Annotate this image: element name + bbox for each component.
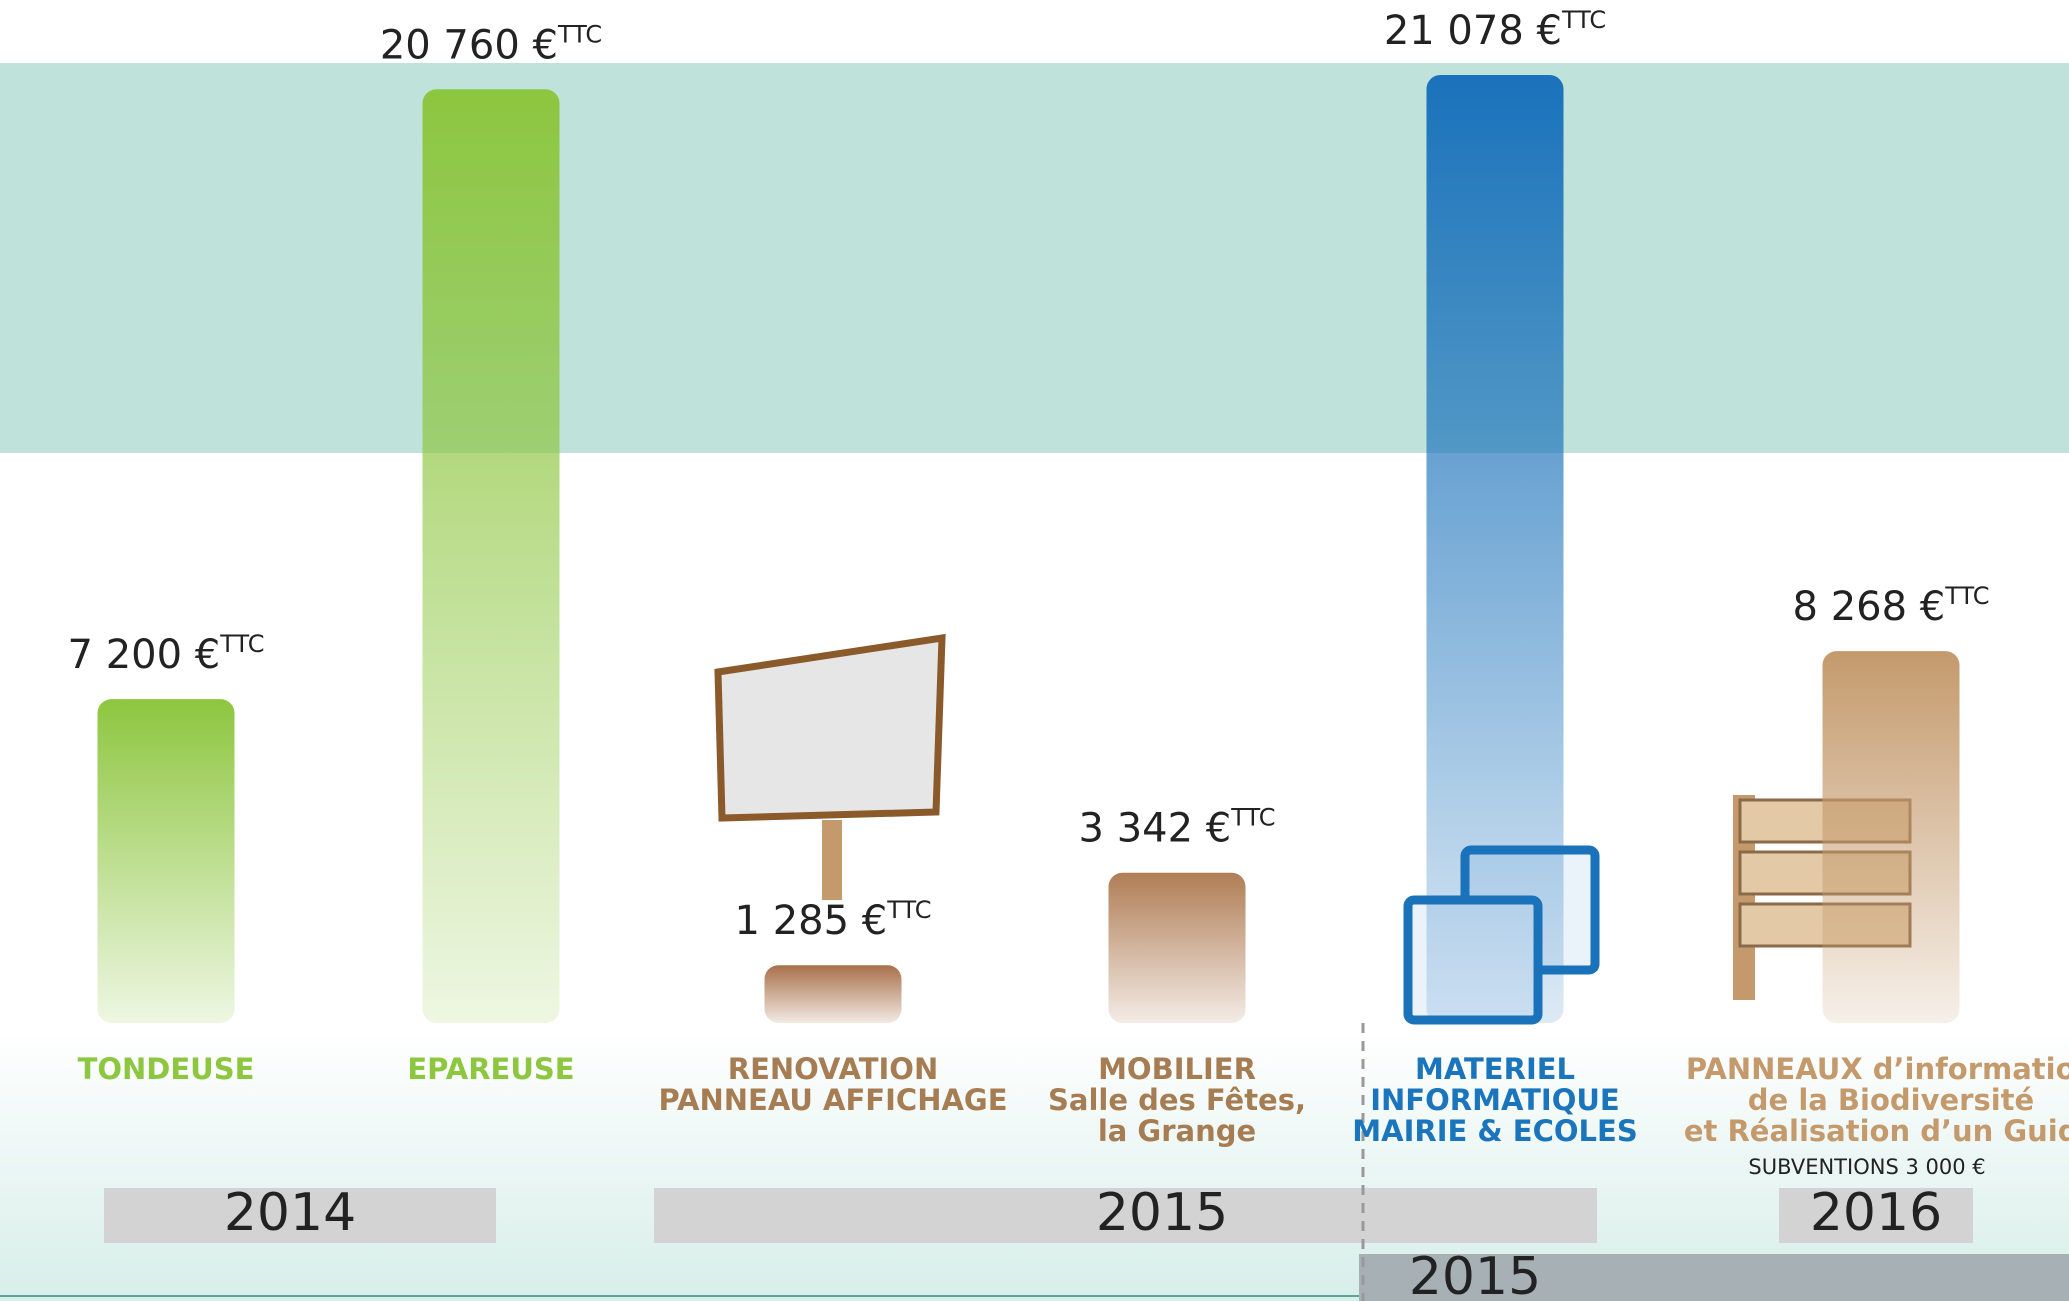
category-label: PANNEAU AFFICHAGE (658, 1083, 1007, 1117)
value-suffix: TTC (1944, 582, 1989, 610)
category-label: MAIRIE & ECOLES (1352, 1114, 1637, 1148)
value-text: 20 760 € (380, 22, 558, 68)
category-label: Salle des Fêtes, (1048, 1083, 1306, 1117)
category-label: TONDEUSE (78, 1052, 255, 1086)
value-text: 7 200 € (68, 632, 221, 678)
category-label: MOBILIER (1098, 1052, 1256, 1086)
bar (765, 965, 902, 1023)
period-label: 2014 (224, 1183, 356, 1243)
category-label: MATERIEL (1415, 1052, 1575, 1086)
category-label: RENOVATION (728, 1052, 938, 1086)
value-text: 3 342 € (1079, 806, 1232, 852)
value-suffix: TTC (1230, 804, 1275, 832)
period-label: 2015 (1096, 1183, 1228, 1243)
value-suffix: TTC (219, 630, 264, 658)
period-label: 2015 (1409, 1247, 1541, 1301)
category-label: la Grange (1098, 1114, 1256, 1148)
bar (1823, 651, 1960, 1023)
category-label: EPAREUSE (407, 1052, 574, 1086)
bar (423, 89, 560, 1023)
value-text: 8 268 € (1793, 584, 1946, 630)
category-label: INFORMATIQUE (1370, 1083, 1620, 1117)
category-label: PANNEAUX d’information (1686, 1052, 2069, 1086)
annotation: SUBVENTIONS 3 000 € (1748, 1155, 1985, 1179)
value-text: 21 078 € (1384, 8, 1562, 54)
bar (98, 699, 235, 1023)
value-suffix: TTC (557, 20, 602, 48)
bar (1427, 75, 1564, 1023)
bar (1109, 873, 1246, 1023)
value-text: 1 285 € (735, 898, 888, 944)
photo-band (0, 63, 2069, 453)
chart: 2014 2015 2016 2015 SUBVENTIONS 3 000 € … (0, 0, 2069, 1301)
value-suffix: TTC (886, 896, 931, 924)
value-suffix: TTC (1561, 6, 1606, 34)
category-label: et Réalisation d’un Guide (1684, 1114, 2069, 1148)
category-label: de la Biodiversité (1748, 1083, 2034, 1117)
period-label: 2016 (1810, 1183, 1942, 1243)
